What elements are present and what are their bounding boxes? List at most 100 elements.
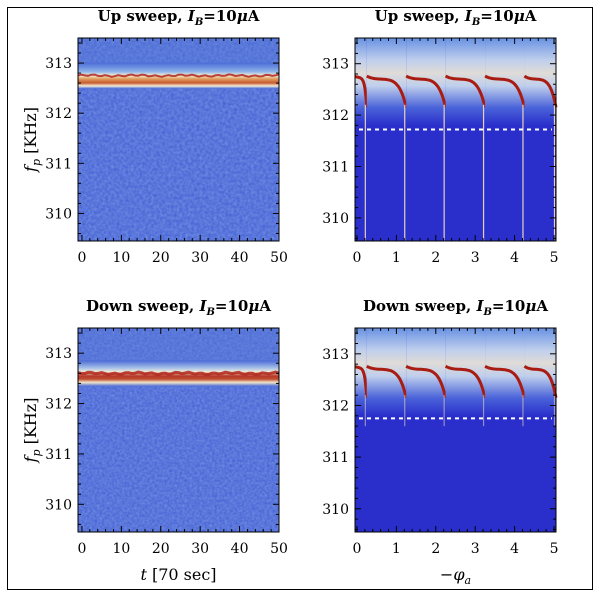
segment-glow xyxy=(366,328,407,416)
ridge-line xyxy=(77,73,280,78)
x-tick-label: 4 xyxy=(510,250,519,266)
title-sub: B xyxy=(194,17,203,28)
x-tick-label: 0 xyxy=(77,541,86,557)
y-axis-label: fp [KHz] xyxy=(21,107,43,173)
panel-bottom-right: 0 1 2 3 4 5 310 311 312 313 Down sweep, IB=10μA −φa xyxy=(322,297,558,587)
title-suffix: =10 xyxy=(215,297,248,315)
segment-glow xyxy=(445,328,486,416)
x-tick-label: 30 xyxy=(191,541,209,557)
title-unit: A xyxy=(258,297,271,315)
panel-top-right: 0 1 2 3 4 5 310 311 312 313 Up sweep, IB=10μA xyxy=(322,7,558,266)
plot-frame xyxy=(354,327,557,533)
x-tick-label: 5 xyxy=(550,541,559,557)
x-tick-label: 20 xyxy=(152,250,170,266)
title-sub: B xyxy=(471,17,480,28)
x-tick-label: 3 xyxy=(471,541,480,557)
plot-frame xyxy=(77,327,280,533)
xlabel-var: φ xyxy=(453,565,465,584)
title-var: I xyxy=(475,297,484,315)
panel-top-left: 0 10 20 30 40 50 310 311 312 313 Up sweep, IB=10μA… xyxy=(21,7,288,266)
x-tick-label: 3 xyxy=(471,250,480,266)
y-tick-label: 310 xyxy=(322,502,349,518)
segment-glow xyxy=(524,328,556,416)
x-tick-label: 4 xyxy=(510,541,519,557)
title-sub: B xyxy=(205,307,214,318)
ridge-curve xyxy=(523,74,558,108)
title-var: I xyxy=(198,297,207,315)
x-tick-label: 5 xyxy=(550,250,559,266)
ylabel-unit: [KHz] xyxy=(21,398,40,450)
panel-title: Up sweep, IB=10μA xyxy=(375,7,537,28)
ylabel-var: f xyxy=(21,453,40,463)
plot-frame xyxy=(354,37,557,242)
x-axis-label: −φa xyxy=(440,565,471,587)
segment-glow xyxy=(355,38,367,126)
x-tick-label: 1 xyxy=(392,541,401,557)
figure-frame xyxy=(7,7,593,590)
title-var: I xyxy=(464,7,473,25)
x-tick-label: 0 xyxy=(353,541,362,557)
title-var: I xyxy=(187,7,196,25)
ridge-curve xyxy=(444,364,487,399)
x-tick-label: 20 xyxy=(152,541,170,557)
xlabel-minus: − xyxy=(440,565,453,584)
y-tick-label: 310 xyxy=(45,497,72,513)
x-tick-label: 40 xyxy=(231,541,249,557)
ridge-curve xyxy=(366,74,408,108)
segment-glow xyxy=(406,38,446,126)
y-axis-label: fp [KHz] xyxy=(21,398,43,464)
title-suffix: =10 xyxy=(203,7,236,25)
title-prefix: Down sweep, xyxy=(363,297,476,315)
ridge-curve xyxy=(484,364,526,399)
ylabel-unit: [KHz] xyxy=(21,107,40,159)
ylabel-sub: p xyxy=(30,159,43,166)
plot-frame xyxy=(77,37,280,242)
segment-glow xyxy=(445,38,486,126)
segment-glow xyxy=(485,38,525,126)
x-tick-label: 30 xyxy=(191,250,209,266)
title-unit: A xyxy=(535,297,548,315)
segment-glow xyxy=(355,328,367,416)
ridge-curve xyxy=(405,74,448,108)
title-prefix: Up sweep, xyxy=(375,7,465,25)
xlabel-sub: a xyxy=(465,574,472,587)
ylabel-sub: p xyxy=(30,449,43,456)
ridge-curve xyxy=(523,365,558,399)
x-tick-label: 50 xyxy=(270,250,288,266)
title-mu: μ xyxy=(514,7,525,25)
ridge-line xyxy=(77,370,280,377)
upper-tint xyxy=(78,328,279,361)
segment-glow xyxy=(485,328,525,416)
title-sub: B xyxy=(482,307,491,318)
xlabel-var: t xyxy=(140,565,147,584)
ridge-curve xyxy=(354,365,369,398)
title-mu: μ xyxy=(237,7,248,25)
y-tick-label: 313 xyxy=(322,347,349,363)
x-tick-label: 0 xyxy=(353,250,362,266)
y-tick-label: 312 xyxy=(45,397,72,413)
title-unit: A xyxy=(524,7,537,25)
y-tick-label: 312 xyxy=(322,398,349,414)
title-unit: A xyxy=(247,7,260,25)
x-tick-label: 10 xyxy=(112,250,130,266)
x-tick-label: 1 xyxy=(392,250,401,266)
y-tick-label: 313 xyxy=(322,57,349,73)
title-mu: μ xyxy=(248,297,259,315)
ridge-curve xyxy=(484,74,526,108)
ylabel-var: f xyxy=(21,163,40,173)
ridge-curve xyxy=(354,75,369,108)
y-tick-label: 311 xyxy=(322,159,349,175)
x-tick-label: 2 xyxy=(431,250,440,266)
title-mu: μ xyxy=(525,297,536,315)
title-suffix: =10 xyxy=(480,7,513,25)
x-tick-label: 10 xyxy=(112,541,130,557)
title-prefix: Up sweep, xyxy=(98,7,188,25)
y-tick-label: 310 xyxy=(45,206,72,222)
panel-bottom-left: 0 10 20 30 40 50 310 311 312 313 Down sweep, IB=10… xyxy=(21,297,288,584)
y-tick-label: 313 xyxy=(45,56,72,72)
y-tick-label: 311 xyxy=(322,450,349,466)
segment-glow xyxy=(524,38,556,126)
title-suffix: =10 xyxy=(492,297,525,315)
ridge-curve xyxy=(444,74,487,108)
panel-title: Down sweep, IB=10μA xyxy=(363,297,548,318)
